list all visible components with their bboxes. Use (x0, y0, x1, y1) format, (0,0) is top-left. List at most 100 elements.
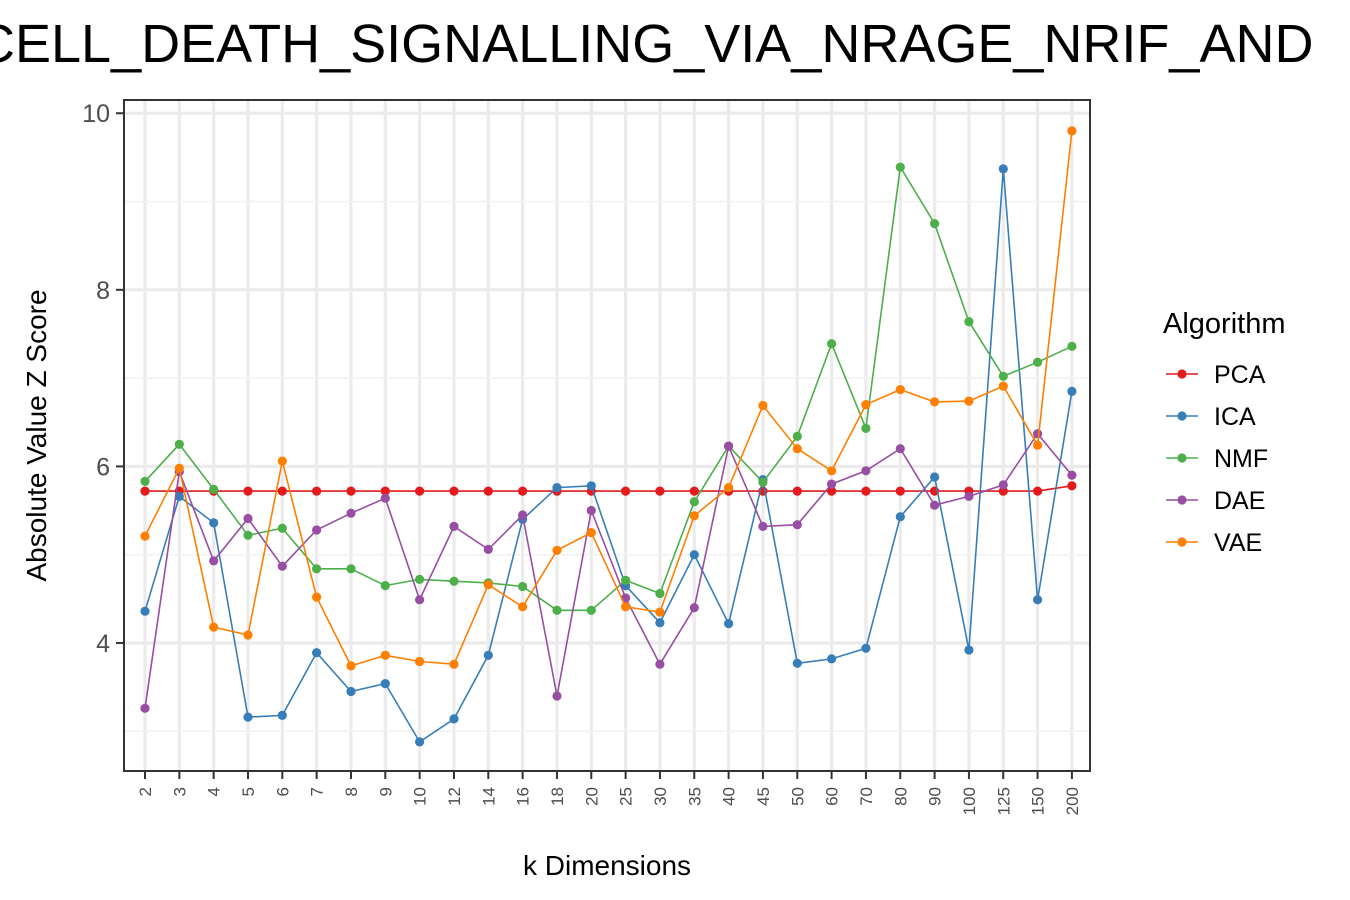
data-point (243, 513, 253, 524)
legend-item-vae: VAE (1166, 529, 1262, 557)
data-point (792, 658, 802, 668)
data-point (1067, 470, 1077, 480)
data-point (140, 486, 150, 496)
series-layer (140, 126, 1077, 747)
y-tick-label: 6 (96, 453, 110, 481)
data-point (415, 656, 425, 667)
data-point (895, 444, 905, 454)
data-point (449, 521, 459, 532)
x-tick-label: 8 (342, 787, 361, 796)
data-point (483, 580, 493, 590)
legend: Algorithm PCA ICA NMF DAE VAE (1163, 308, 1286, 557)
x-tick-label: 200 (1063, 787, 1082, 815)
data-point (827, 339, 837, 349)
data-point (415, 486, 425, 496)
data-point (1033, 357, 1043, 367)
data-point (998, 480, 1008, 490)
data-point (140, 531, 150, 541)
data-point (449, 486, 459, 496)
data-point (655, 618, 665, 628)
data-point (827, 486, 837, 496)
x-tick-label: 80 (891, 787, 910, 806)
data-point (895, 162, 905, 172)
data-point (895, 385, 905, 395)
x-tick-label: 150 (1029, 787, 1048, 815)
x-tick-label: 100 (960, 787, 979, 815)
series-vae (140, 126, 1077, 671)
data-point (930, 397, 940, 407)
legend-item-ica: ICA (1166, 403, 1256, 431)
x-tick-label: 125 (994, 787, 1013, 815)
data-point (380, 493, 390, 503)
legend-title: Algorithm (1163, 308, 1286, 340)
data-point (209, 622, 219, 632)
data-point (689, 486, 699, 496)
data-point (1033, 429, 1043, 439)
data-point (346, 508, 356, 518)
data-point (621, 602, 631, 612)
data-point (552, 691, 562, 701)
x-tick-label: 60 (823, 787, 842, 806)
data-point (346, 686, 356, 697)
x-tick-label: 45 (754, 787, 773, 806)
legend-item-nmf: NMF (1166, 445, 1268, 473)
data-point (415, 595, 425, 605)
data-point (586, 605, 596, 615)
data-point (518, 602, 528, 612)
x-tick-label: 5 (239, 787, 258, 796)
data-point (689, 550, 699, 560)
data-point (552, 483, 562, 493)
data-point (483, 650, 493, 660)
data-point (140, 703, 150, 713)
legend-swatch-point (1177, 453, 1187, 463)
x-tick-label: 9 (376, 787, 395, 796)
legend-item-pca: PCA (1166, 361, 1266, 389)
data-point (930, 472, 940, 482)
plot-panel-border (123, 99, 1091, 772)
data-point (861, 643, 871, 653)
x-tick-label: 30 (651, 787, 670, 806)
data-point (895, 486, 905, 496)
data-point (552, 605, 562, 615)
x-tick-label: 35 (685, 787, 704, 806)
data-point (621, 575, 631, 585)
data-point (518, 581, 528, 592)
x-tick-label: 6 (273, 787, 292, 796)
data-point (449, 576, 459, 586)
x-tick-label: 4 (205, 787, 224, 796)
data-point (380, 650, 390, 660)
data-point (792, 486, 802, 496)
data-point (1067, 341, 1077, 351)
grid-lines (124, 100, 1090, 771)
x-tick-label: 2 (136, 787, 155, 796)
legend-label: ICA (1214, 403, 1256, 431)
data-point (724, 483, 734, 493)
data-point (586, 528, 596, 538)
data-point (1067, 126, 1077, 136)
data-point (277, 710, 287, 721)
x-tick-label: 12 (445, 787, 464, 806)
legend-swatch-point (1177, 411, 1187, 421)
data-point (1033, 595, 1043, 605)
legend-item-dae: DAE (1166, 487, 1265, 515)
data-point (243, 486, 253, 496)
data-point (312, 564, 322, 574)
data-point (792, 431, 802, 441)
data-point (415, 737, 425, 747)
legend-swatch-point (1177, 537, 1187, 547)
data-point (380, 679, 390, 689)
data-point (998, 371, 1008, 381)
series-line (144, 130, 1073, 667)
data-point (346, 486, 356, 496)
data-point (655, 659, 665, 669)
x-axis-title: k Dimensions (523, 850, 691, 881)
data-point (277, 523, 287, 533)
data-point (586, 505, 596, 516)
series-dae (140, 429, 1077, 713)
data-point (930, 500, 940, 510)
y-axis-title: Absolute Value Z Score (21, 289, 52, 581)
data-point (758, 477, 768, 487)
data-point (861, 423, 871, 433)
x-tick-label: 20 (582, 787, 601, 806)
